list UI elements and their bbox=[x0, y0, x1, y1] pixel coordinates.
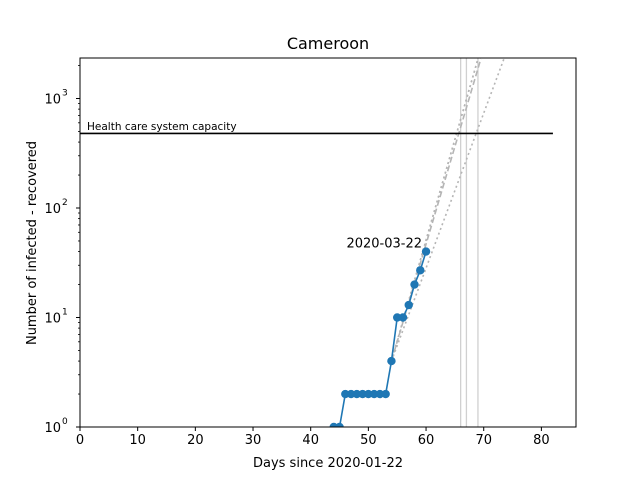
x-tick-label: 50 bbox=[360, 433, 377, 448]
x-tick-label: 80 bbox=[533, 433, 550, 448]
y-axis-label: Number of infected - recovered bbox=[25, 141, 40, 345]
chart-title: Cameroon bbox=[287, 34, 369, 53]
x-tick-label: 30 bbox=[245, 433, 262, 448]
x-tick-label: 10 bbox=[129, 433, 146, 448]
data-point bbox=[421, 247, 431, 256]
data-point bbox=[352, 389, 362, 399]
data-point bbox=[369, 389, 379, 399]
x-tick-label: 70 bbox=[475, 433, 492, 448]
y-tick-label-exponent: 3 bbox=[62, 89, 68, 99]
data-point bbox=[341, 389, 350, 399]
y-tick-label-exponent: 2 bbox=[62, 198, 68, 208]
data-point bbox=[381, 389, 390, 399]
y-tick-label-base: 10 bbox=[44, 202, 61, 217]
y-tick-label-base: 10 bbox=[44, 93, 61, 108]
x-tick-label: 60 bbox=[418, 433, 435, 448]
y-tick-label-exponent: 1 bbox=[62, 308, 68, 318]
x-tick-label: 0 bbox=[76, 433, 84, 448]
fit-line-2 bbox=[390, 58, 505, 362]
y-tick-label-exponent: 0 bbox=[62, 417, 68, 427]
data-point bbox=[364, 389, 373, 399]
data-point bbox=[410, 280, 419, 289]
x-tick-label: 40 bbox=[302, 433, 319, 448]
data-point bbox=[404, 300, 413, 310]
data-point bbox=[375, 389, 385, 399]
data-point bbox=[398, 313, 408, 322]
y-tick-label-base: 10 bbox=[44, 312, 61, 327]
series-line-0 bbox=[333, 251, 427, 427]
plot-frame bbox=[79, 57, 577, 428]
fit-line-3 bbox=[390, 58, 479, 362]
date-annotation: 2020-03-22 bbox=[346, 237, 422, 252]
data-point bbox=[346, 389, 356, 399]
data-point bbox=[393, 313, 402, 322]
capacity-label: Health care system capacity bbox=[87, 121, 237, 133]
x-axis-label: Days since 2020-01-22 bbox=[253, 456, 403, 471]
data-point bbox=[416, 266, 425, 275]
y-tick-label-base: 10 bbox=[44, 421, 61, 436]
data-point bbox=[335, 422, 344, 427]
x-tick-label: 20 bbox=[187, 433, 204, 448]
data-point bbox=[387, 356, 396, 366]
data-point bbox=[358, 389, 367, 399]
fit-line-0 bbox=[390, 58, 482, 362]
